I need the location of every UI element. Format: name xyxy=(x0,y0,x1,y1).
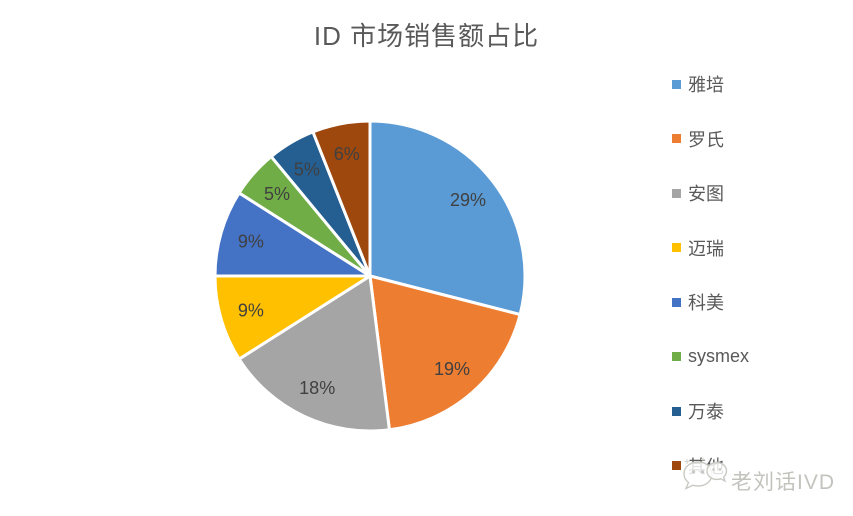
pie-data-label-sysmex: 5% xyxy=(264,184,290,204)
pie-data-label-万泰: 5% xyxy=(294,159,320,179)
pie-data-label-罗氏: 19% xyxy=(434,359,470,379)
legend-swatch-雅培 xyxy=(672,79,681,89)
legend-label-雅培: 雅培 xyxy=(688,75,724,95)
chart-legend: 雅培罗氏安图迈瑞科美 sysmex 万泰其他 xyxy=(672,73,749,477)
legend-item-其他: 其他 xyxy=(672,455,749,477)
legend-label-其他: 其他 xyxy=(688,456,724,477)
legend-item-万泰: 万泰 xyxy=(672,400,749,422)
legend-swatch-其他 xyxy=(672,461,681,470)
pie-slice-其他 xyxy=(311,119,372,278)
pie-slice-雅培 xyxy=(368,119,527,317)
pie-data-label-迈瑞: 9% xyxy=(238,301,264,321)
pie-data-label-科美: 9% xyxy=(238,231,264,251)
pie-slice-迈瑞 xyxy=(213,274,372,361)
legend-swatch-安图 xyxy=(672,188,681,198)
legend-item-科美: 科美 xyxy=(672,291,749,313)
legend-swatch-sysmex xyxy=(672,352,681,361)
legend-label-罗氏: 罗氏 xyxy=(688,129,724,150)
legend-label-科美: 科美 xyxy=(688,293,724,313)
legend-item-迈瑞: 迈瑞 xyxy=(672,237,749,259)
legend-swatch-科美 xyxy=(672,297,681,307)
legend-label-安图: 安图 xyxy=(688,184,724,204)
pie-slice-安图 xyxy=(237,274,391,433)
chart-title: ID 市场销售额占比 xyxy=(313,21,540,51)
legend-label-sysmex: sysmex xyxy=(688,346,750,366)
pie-slice-罗氏 xyxy=(368,274,522,432)
legend-item-安图: 安图 xyxy=(672,182,749,204)
pie-data-label-其他: 6% xyxy=(334,144,360,164)
legend-swatch-万泰 xyxy=(672,406,681,416)
legend-label-迈瑞: 迈瑞 xyxy=(688,238,724,259)
legend-item-雅培: 雅培 xyxy=(672,73,749,95)
legend-item-sysmex: sysmex xyxy=(672,346,749,368)
pie-data-label-安图: 18% xyxy=(299,378,335,398)
pie-data-label-雅培: 29% xyxy=(450,190,486,210)
legend-label-万泰: 万泰 xyxy=(688,402,724,422)
legend-swatch-罗氏 xyxy=(672,134,681,143)
legend-item-罗氏: 罗氏 xyxy=(672,128,749,150)
pie-slice-科美 xyxy=(213,191,372,278)
legend-swatch-迈瑞 xyxy=(672,243,681,252)
